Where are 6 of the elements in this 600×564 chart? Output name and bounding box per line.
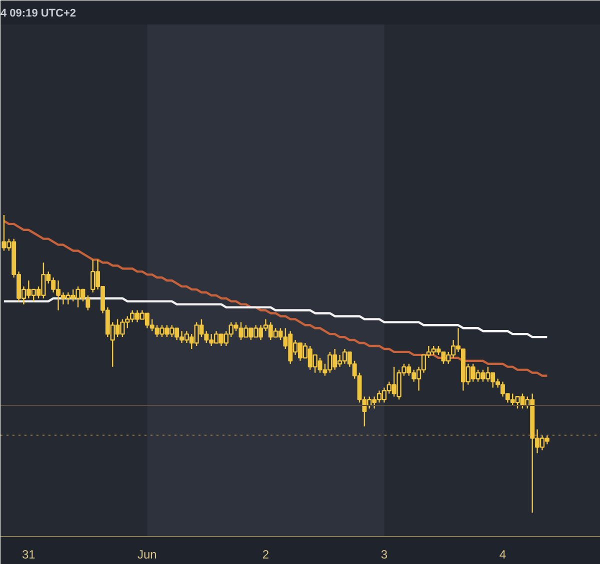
x-tick-label: 2 — [262, 548, 270, 562]
x-tick-label: 31 — [22, 548, 36, 562]
text: 4 09:19 UTC+2 — [0, 8, 76, 20]
x-tick-label: 3 — [380, 548, 388, 562]
x-tick-label: 4 — [499, 548, 506, 562]
x-tick-label: Jun — [137, 548, 157, 562]
